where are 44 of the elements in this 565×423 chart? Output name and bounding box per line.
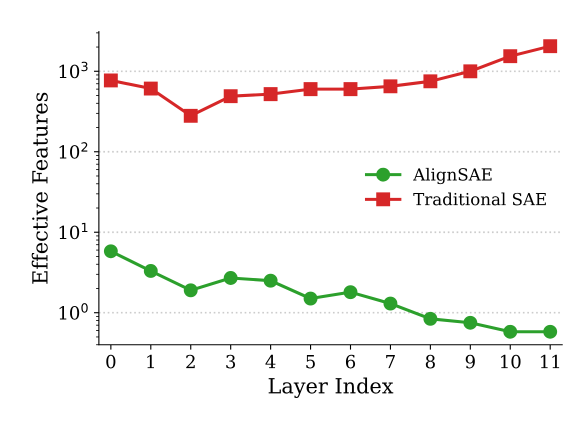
point [423,74,438,88]
point [304,82,318,96]
point [423,312,438,326]
x-tick-label: 9 [466,354,475,368]
x-tick-label: 1 [147,354,154,368]
y-tick-label: 10$^{1}$ [60,222,88,240]
point [224,271,238,285]
point [503,324,518,339]
point [463,64,478,78]
point [383,79,398,94]
point [184,108,198,123]
x-tick-label: 8 [426,354,435,368]
point [543,39,558,54]
y-tick-label: 10$^{3}$ [60,62,88,78]
point [104,73,118,88]
point [463,316,478,330]
y-tick-label: 10$^{2}$ [60,142,88,159]
point [344,285,358,300]
x-tick-label: 4 [265,354,276,368]
point [543,324,558,339]
y-axis-title: Effective Features [32,92,48,284]
x-axis-title: Layer Index [268,377,394,398]
x-tick-label: 6 [346,354,356,368]
x-tick-label: 7 [386,355,395,368]
point [383,296,398,310]
point [144,82,158,96]
x-tick-label: 10 [500,354,521,368]
point [264,274,278,288]
point [344,82,358,96]
x-tick-label: 2 [186,354,195,368]
legend-label: AlignSAE [413,168,492,184]
point [304,292,318,306]
x-tick-label: 5 [306,355,315,368]
x-tick-label: 0 [106,354,116,368]
point [104,244,118,258]
x-tick-label: 11 [540,354,560,368]
x-tick-label: 3 [226,354,236,368]
y-tick-label: 10$^{0}$ [60,303,88,320]
point [184,283,198,298]
point [503,49,518,64]
point [224,89,238,104]
point [264,87,278,102]
point [144,264,158,278]
legend-label: Traditional SAE [413,192,546,206]
